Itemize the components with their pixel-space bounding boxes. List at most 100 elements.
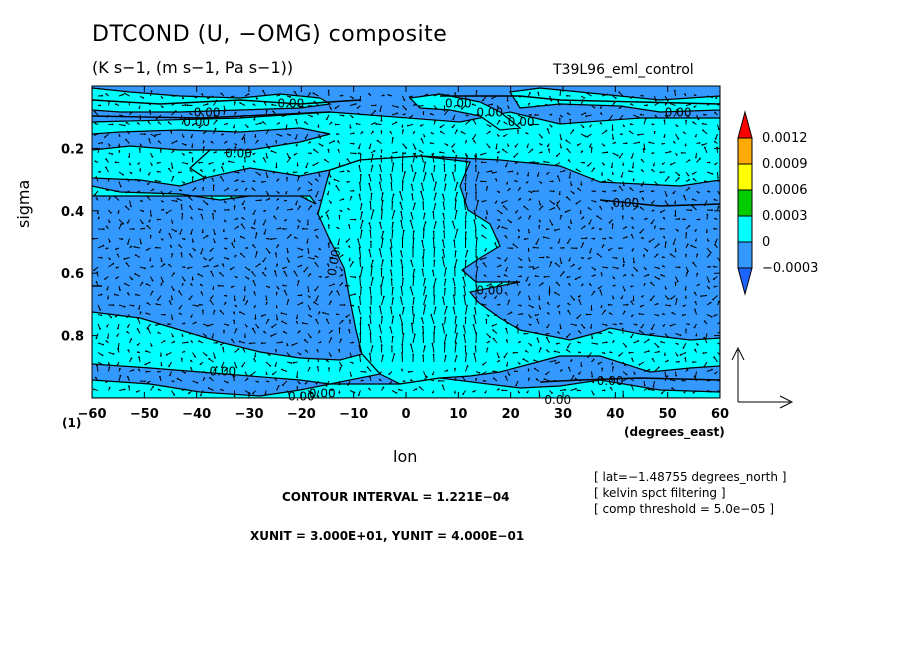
wind-vector-head — [159, 149, 162, 151]
wind-vector — [127, 238, 130, 245]
wind-vector-head — [415, 156, 418, 159]
wind-vector-head — [471, 103, 474, 106]
wind-vector-head — [490, 170, 493, 172]
wind-vector — [239, 311, 246, 315]
wind-vector-head — [594, 190, 596, 193]
wind-vector-head — [611, 223, 614, 226]
wind-vector-head — [137, 317, 139, 320]
wind-vector-head — [176, 197, 179, 200]
wind-vector-head — [454, 392, 456, 394]
wind-vector-head — [557, 241, 560, 244]
wind-vector-head — [310, 392, 313, 395]
wind-vector-head — [357, 238, 359, 241]
wind-vector-head — [546, 256, 548, 258]
wind-vector-head — [592, 358, 595, 361]
wind-vector-head — [592, 177, 595, 180]
wind-vector-head — [390, 259, 393, 262]
wind-vector-head — [528, 259, 531, 262]
wind-vector-head — [423, 248, 425, 251]
wind-vector-head — [361, 219, 364, 222]
wind-vector-head — [599, 205, 601, 208]
wind-vector — [444, 317, 446, 325]
wind-vector — [442, 240, 445, 249]
wind-vector-head — [676, 108, 679, 111]
wind-vector-head — [364, 371, 367, 373]
wind-vector-head — [366, 366, 369, 369]
wind-vector-head — [179, 233, 182, 235]
wind-vector — [713, 356, 718, 363]
wind-vector — [118, 375, 121, 382]
wind-vector — [559, 271, 565, 277]
wind-vector — [473, 324, 477, 334]
wind-vector-head — [721, 379, 723, 381]
wind-vector-head — [495, 178, 497, 181]
y-tick-label: 0.4 — [61, 205, 84, 220]
wind-vector-head — [262, 223, 265, 226]
wind-vector-head — [360, 286, 363, 289]
wind-vector-head — [327, 242, 330, 245]
wind-vector-head — [336, 313, 338, 316]
wind-vector-head — [401, 323, 403, 326]
wind-vector-head — [511, 247, 513, 250]
wind-vector — [597, 253, 603, 258]
wind-vector-head — [272, 171, 275, 174]
wind-vector-head — [184, 104, 187, 106]
wind-vector-head — [604, 309, 606, 312]
wind-vector — [493, 338, 498, 344]
wind-vector-head — [390, 278, 393, 280]
wind-vector-head — [126, 331, 129, 333]
wind-vector-head — [656, 253, 659, 256]
wind-vector — [717, 171, 719, 178]
wind-vector-head — [379, 336, 382, 338]
wind-vector-head — [181, 335, 184, 337]
wind-vector — [210, 271, 214, 277]
wind-vector — [533, 247, 540, 249]
wind-vector-head — [115, 248, 117, 251]
wind-vector-head — [112, 353, 115, 355]
wind-vector-head — [292, 171, 295, 174]
wind-vector-head — [208, 162, 211, 165]
wind-vector-head — [127, 349, 130, 352]
wind-vector-head — [714, 372, 717, 375]
wind-vector-head — [712, 298, 714, 301]
wind-vector — [452, 221, 456, 230]
wind-vector-head — [690, 209, 692, 212]
field-positive-region — [92, 311, 382, 385]
wind-vector-head — [105, 93, 108, 95]
wind-vector-head — [536, 175, 539, 177]
wind-vector — [601, 130, 607, 135]
wind-vector-head — [95, 176, 98, 179]
wind-vector-head — [629, 187, 632, 190]
wind-vector-head — [685, 253, 687, 256]
wind-vector-head — [220, 343, 222, 346]
wind-vector-head — [219, 309, 222, 312]
wind-vector — [544, 161, 550, 163]
wind-vector-head — [409, 343, 412, 346]
wind-vector-head — [414, 103, 416, 106]
wind-vector-head — [660, 274, 663, 276]
wind-vector-head — [175, 200, 178, 203]
wind-vector-head — [612, 137, 615, 140]
wind-vector-head — [665, 102, 667, 105]
wind-vector-head — [207, 264, 209, 267]
wind-vector-head — [550, 125, 553, 128]
wind-vector-head — [149, 109, 151, 112]
wind-vector-head — [399, 314, 401, 316]
wind-vector-head — [267, 318, 270, 321]
wind-vector-head — [567, 302, 570, 305]
wind-vector-head — [97, 212, 99, 215]
wind-vector-head — [380, 149, 383, 152]
x-tick-label: 0 — [401, 407, 410, 422]
wind-vector-head — [425, 294, 428, 297]
wind-vector — [570, 375, 575, 382]
wind-vector-head — [124, 282, 126, 285]
wind-vector-head — [452, 294, 455, 297]
wind-vector-head — [669, 150, 672, 153]
wind-vector — [241, 133, 246, 140]
wind-vector-head — [518, 122, 521, 124]
wind-vector — [705, 333, 708, 339]
wind-vector-head — [285, 128, 287, 131]
wind-vector-head — [670, 297, 673, 300]
wind-vector-head — [547, 301, 549, 304]
wind-vector-head — [501, 389, 504, 392]
